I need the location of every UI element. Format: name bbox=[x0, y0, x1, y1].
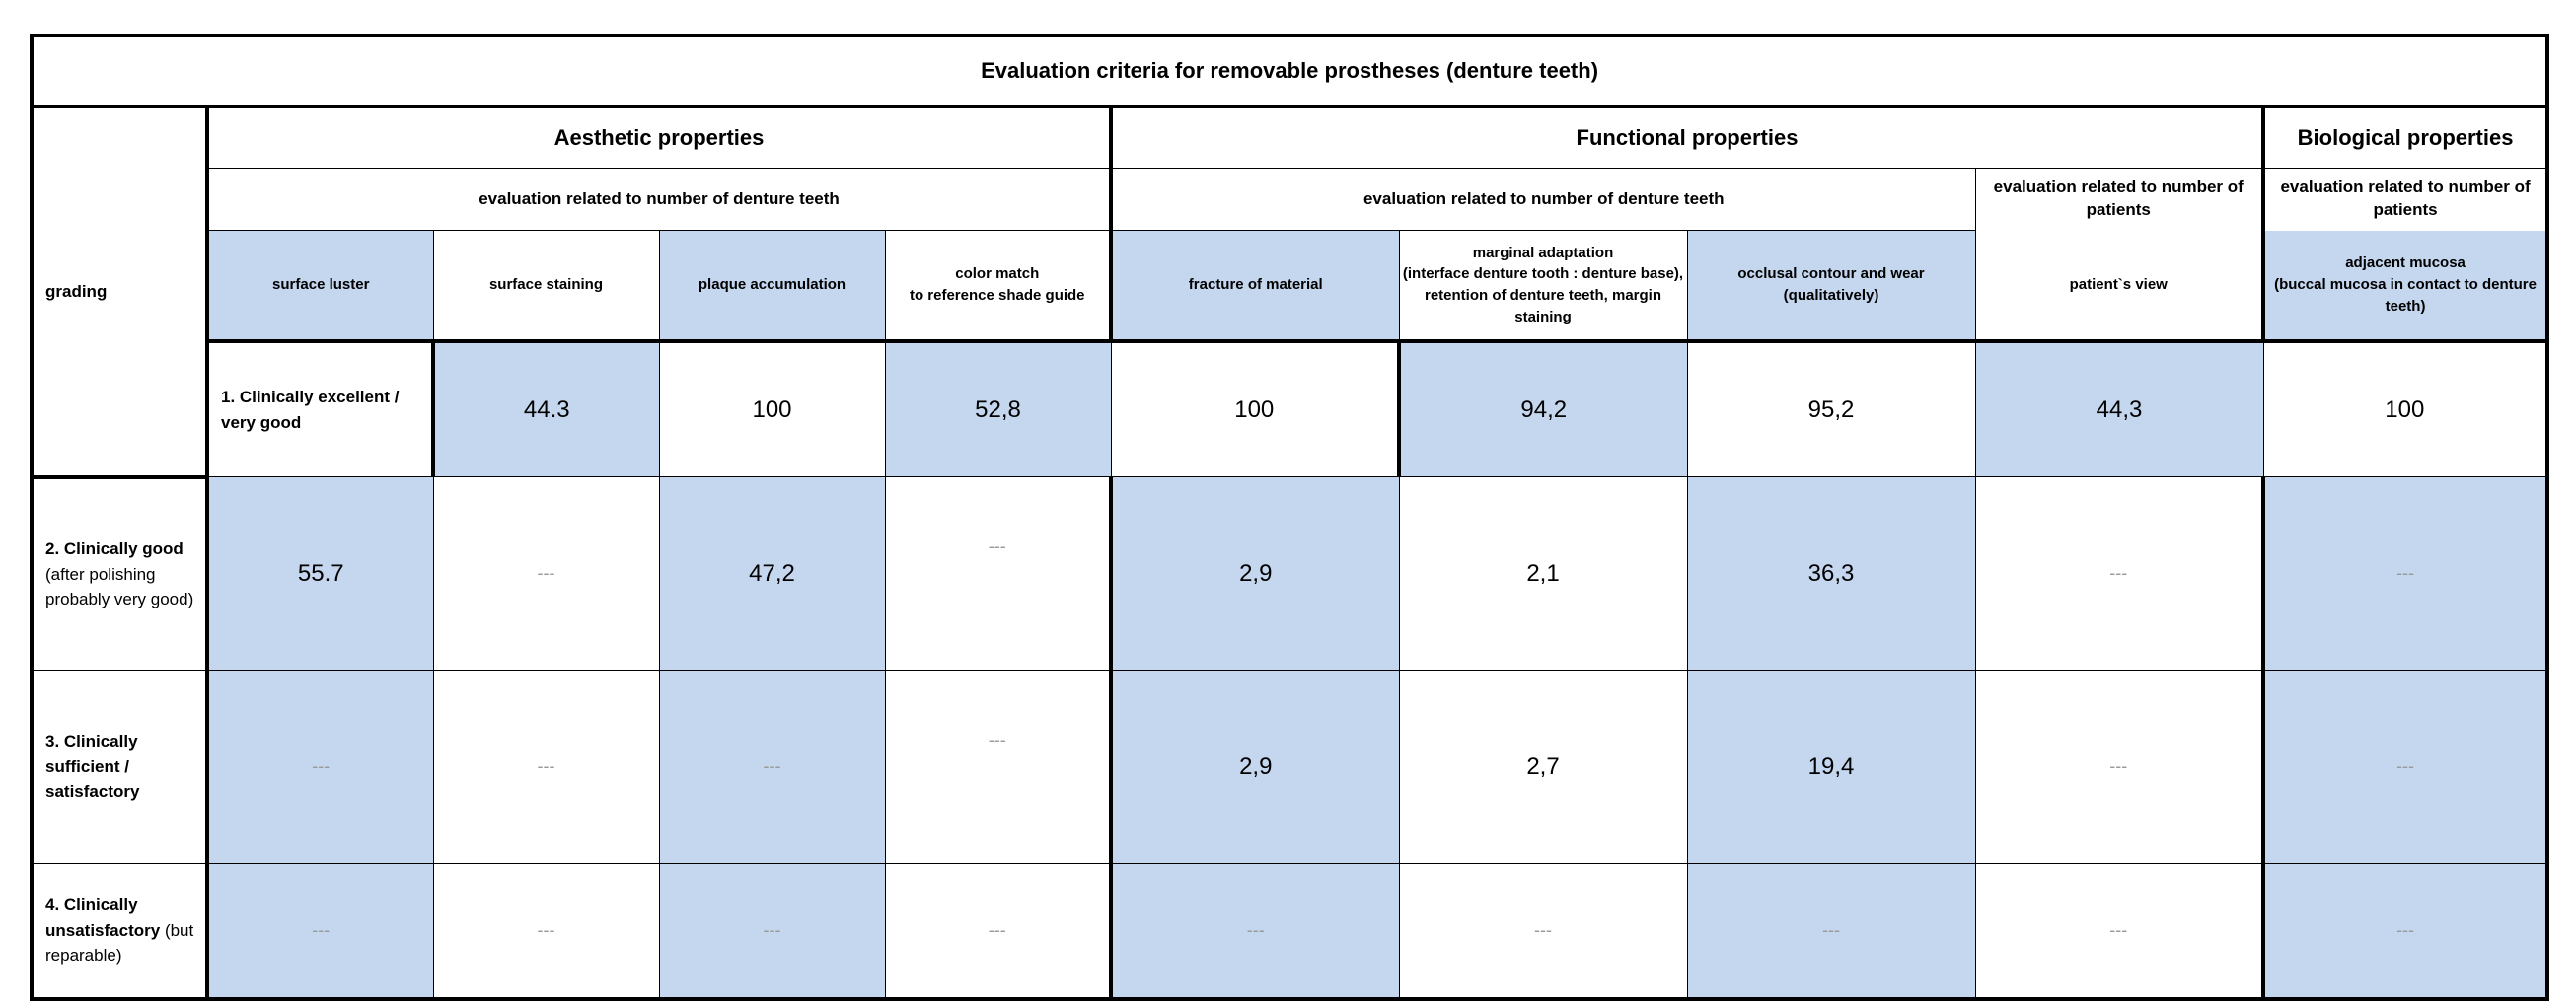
row-label-grade-3: 3. Clinically sufficient / satisfactory bbox=[30, 670, 209, 864]
criterion-marginal-adaptation: marginal adaptation (interface denture to… bbox=[1398, 230, 1688, 343]
cell-fracture-of-material-grade-4: --- bbox=[1110, 863, 1400, 1001]
group-aesthetic: Aesthetic properties bbox=[206, 106, 1113, 169]
cell-plaque-accumulation-grade-4: --- bbox=[658, 863, 886, 1001]
cell-plaque-accumulation-grade-3: --- bbox=[658, 670, 886, 864]
cell-adjacent-mucosa-grade-4: --- bbox=[2262, 863, 2550, 1001]
grading-header: grading bbox=[30, 106, 209, 479]
cell-surface-luster-grade-1: 44.3 bbox=[432, 340, 660, 477]
criterion-plaque-accumulation: plaque accumulation bbox=[658, 230, 886, 343]
cell-marginal-adaptation-grade-3: 2,7 bbox=[1398, 670, 1688, 864]
criterion-surface-staining: surface staining bbox=[432, 230, 660, 343]
table-row: 2. Clinically good (after polishing prob… bbox=[30, 476, 2550, 671]
row-label-grade: 2. Clinically good bbox=[45, 539, 184, 558]
table-row: 3. Clinically sufficient / satisfactory -… bbox=[30, 670, 2550, 864]
cell-surface-staining-grade-1: 100 bbox=[658, 340, 886, 477]
cell-patients-view-grade-4: --- bbox=[1974, 863, 2265, 1001]
cell-patients-view-grade-2: --- bbox=[1974, 476, 2265, 671]
cell-color-match-grade-1: 100 bbox=[1110, 340, 1401, 477]
subgroup-functional-teeth: evaluation related to number of denture … bbox=[1110, 168, 1976, 231]
group-biological: Biological properties bbox=[2262, 106, 2550, 169]
row-label-grade: 1. Clinically excellent / very good bbox=[221, 388, 400, 432]
criterion-surface-luster: surface luster bbox=[206, 230, 434, 343]
row-label-grade-4: 4. Clinically unsatisfactory (but repara… bbox=[30, 863, 209, 1001]
cell-surface-staining-grade-4: --- bbox=[432, 863, 660, 1001]
criterion-occlusal-contour: occlusal contour and wear (qualitatively) bbox=[1686, 230, 1976, 343]
cell-surface-staining-grade-2: --- bbox=[432, 476, 660, 671]
subgroup-biological-patients: evaluation related to number of patients bbox=[2262, 168, 2550, 231]
cell-occlusal-contour-grade-3: 19,4 bbox=[1686, 670, 1976, 864]
row-label-grade: 3. Clinically sufficient / satisfactory bbox=[45, 732, 140, 802]
cell-fracture-of-material-grade-2: 2,9 bbox=[1110, 476, 1400, 671]
cell-color-match-grade-4: --- bbox=[884, 863, 1113, 1001]
evaluation-criteria-table: Evaluation criteria for removable prosth… bbox=[29, 34, 2550, 1001]
criterion-fracture-of-material: fracture of material bbox=[1110, 230, 1400, 343]
cell-occlusal-contour-grade-4: --- bbox=[1686, 863, 1976, 1001]
criterion-color-match: color match to reference shade guide bbox=[884, 230, 1113, 343]
cell-occlusal-contour-grade-2: 36,3 bbox=[1686, 476, 1976, 671]
cell-surface-luster-grade-4: --- bbox=[206, 863, 434, 1001]
cell-surface-luster-grade-2: 55.7 bbox=[206, 476, 434, 671]
cell-color-match-grade-3: --- bbox=[884, 670, 1113, 864]
table-row: 4. Clinically unsatisfactory (but repara… bbox=[30, 863, 2550, 1001]
cell-marginal-adaptation-grade-1: 95,2 bbox=[1686, 340, 1976, 477]
cell-marginal-adaptation-grade-2: 2,1 bbox=[1398, 476, 1688, 671]
cell-fracture-of-material-grade-1: 94,2 bbox=[1398, 340, 1688, 477]
row-label-note: (after polishing probably very good) bbox=[45, 564, 194, 609]
row-label-grade: 4. Clinically unsatisfactory bbox=[45, 895, 161, 940]
cell-marginal-adaptation-grade-4: --- bbox=[1398, 863, 1688, 1001]
cell-plaque-accumulation-grade-1: 52,8 bbox=[884, 340, 1112, 477]
cell-surface-luster-grade-3: --- bbox=[206, 670, 434, 864]
cell-adjacent-mucosa-grade-3: --- bbox=[2262, 670, 2550, 864]
cell-fracture-of-material-grade-3: 2,9 bbox=[1110, 670, 1400, 864]
subgroup-aesthetic-teeth: evaluation related to number of denture … bbox=[206, 168, 1113, 231]
criterion-adjacent-mucosa: adjacent mucosa (buccal mucosa in contact… bbox=[2262, 230, 2550, 343]
cell-occlusal-contour-grade-1: 44,3 bbox=[1974, 340, 2264, 477]
cell-patients-view-grade-1: 100 bbox=[2262, 340, 2550, 477]
cell-patients-view-grade-3: --- bbox=[1974, 670, 2265, 864]
subgroup-functional-patients: evaluation related to number of patients bbox=[1974, 168, 2265, 231]
row-label-grade-1: 1. Clinically excellent / very good bbox=[205, 340, 435, 477]
table-title: Evaluation criteria for removable prosth… bbox=[29, 34, 2550, 108]
cell-color-match-grade-2: --- bbox=[884, 476, 1113, 671]
cell-adjacent-mucosa-grade-2: --- bbox=[2262, 476, 2550, 671]
table-row: 1. Clinically excellent / very good 44.3 1… bbox=[32, 340, 2550, 477]
cell-surface-staining-grade-3: --- bbox=[432, 670, 660, 864]
group-functional: Functional properties bbox=[1110, 106, 2265, 169]
criterion-patients-view: patient`s view bbox=[1974, 230, 2265, 343]
cell-plaque-accumulation-grade-2: 47,2 bbox=[658, 476, 886, 671]
row-label-grade-2: 2. Clinically good (after polishing prob… bbox=[30, 476, 209, 671]
